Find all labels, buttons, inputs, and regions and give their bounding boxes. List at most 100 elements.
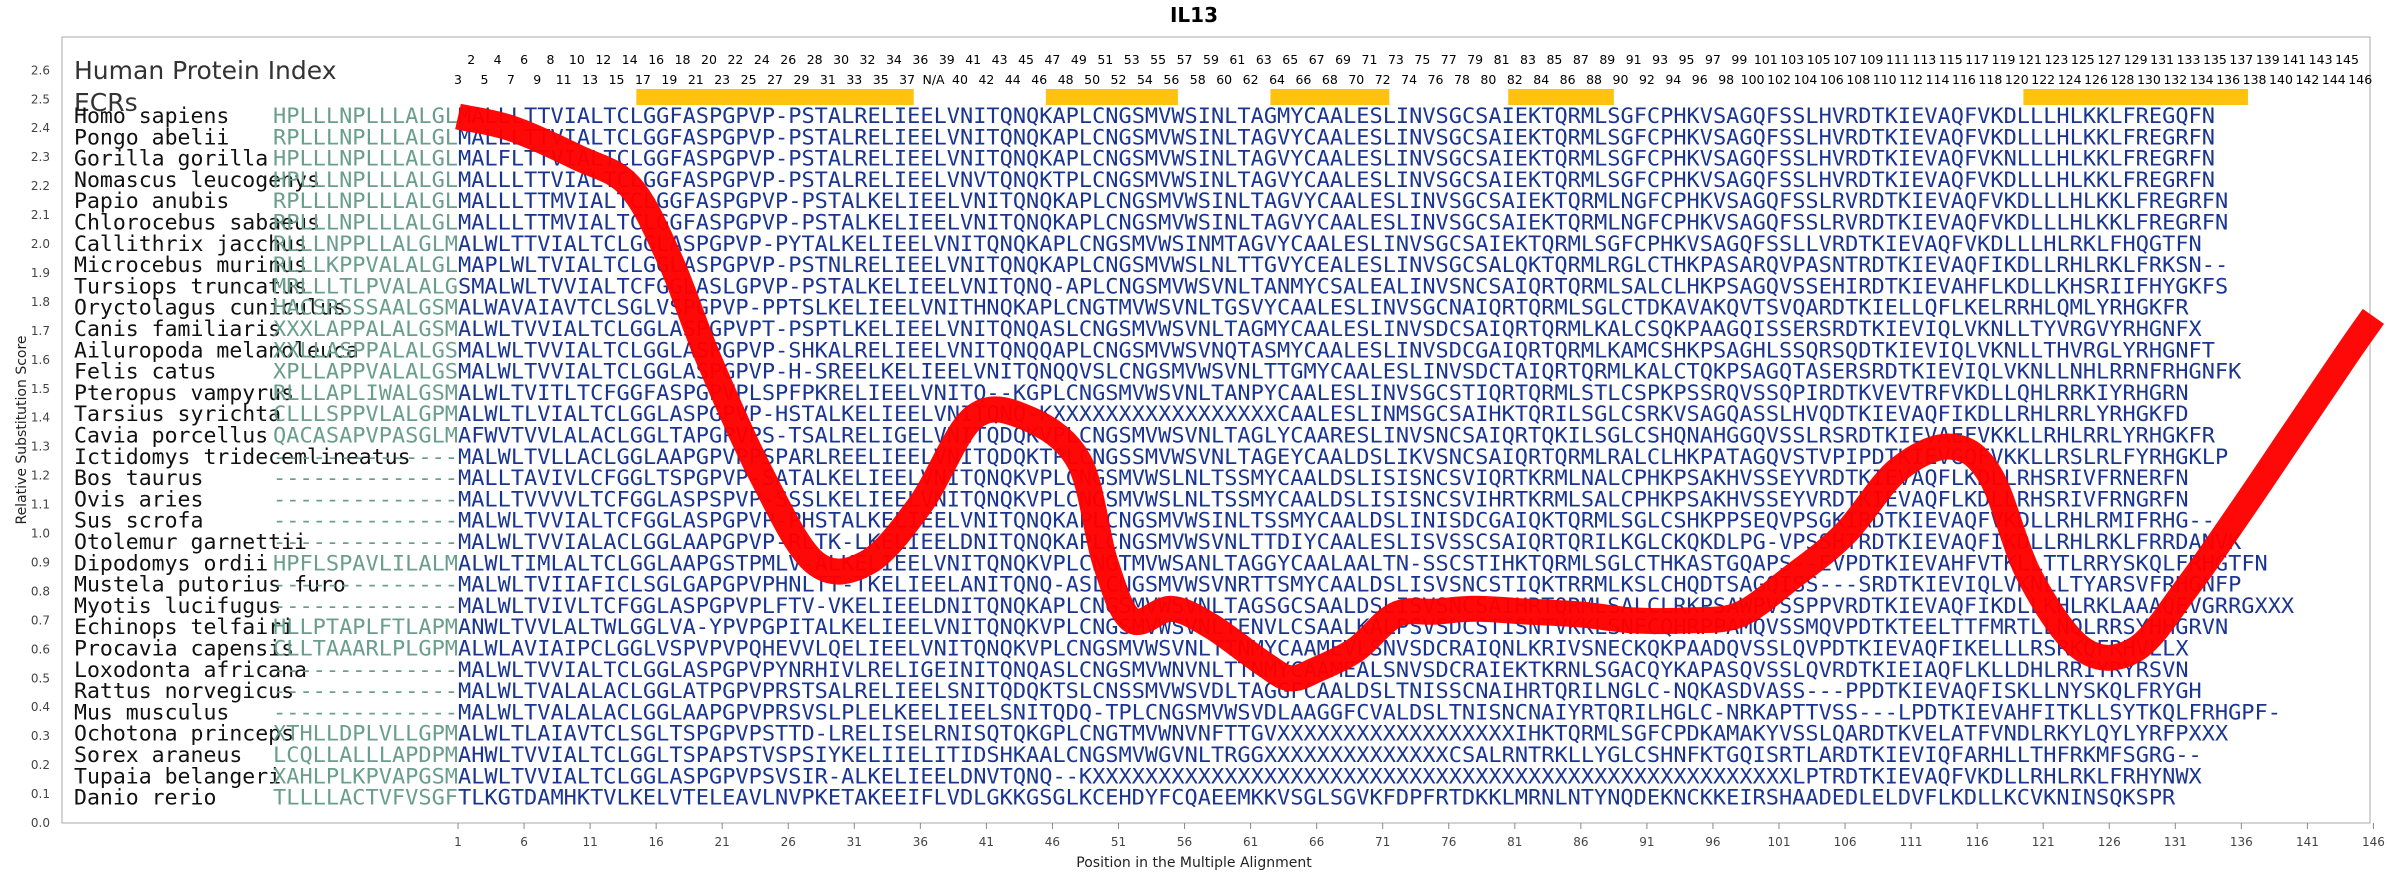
human-index-label: 15 [609,72,625,87]
human-index-label: 91 [1626,52,1642,67]
sequence-variable: XXXLAPPALALGSM [273,317,458,342]
human-index-label: 6 [520,52,528,67]
human-protein-index-label: Human Protein Index [74,56,337,85]
x-tick-label: 56 [1177,835,1192,849]
sequence-variable: XAHLPLKPVAPGSM [273,764,458,789]
sequence-conserved: AHWLTVVIALTCLGGLTSPAPSTVSPSIYKELIIELITID… [458,743,2202,768]
human-index-label: 115 [1939,52,1963,67]
human-index-label: 12 [595,52,611,67]
sequence-conserved: MALLLTTVIALTCLGGFASPGPVP-PSTALRELIEELVNI… [458,104,2215,129]
human-index-label: 40 [952,72,968,87]
sequence-variable: RPLLLNPLLLALGL [273,189,458,214]
human-index-label: 85 [1546,52,1562,67]
human-index-label: 41 [965,52,981,67]
sequence-variable: CLLLSPPVLALGPM [273,402,458,427]
sequence-conserved: MALWLTVVIALACLGGLAAPGPVP-RLTK-LKELIEELDN… [458,530,2241,555]
species-name: Pteropus vampyrus [74,381,294,406]
human-index-label: 16 [648,52,664,67]
human-index-label: 54 [1137,72,1153,87]
human-index-label: 44 [1005,72,1021,87]
sequence-variable: -------------- [273,509,458,534]
human-index-label: 99 [1731,52,1747,67]
human-index-label: 131 [2150,52,2174,67]
species-name: Loxodonta africana [74,658,307,683]
y-tick-label: 2.5 [31,92,50,106]
sequence-variable: TLLLLACTVFVSGF [273,786,458,811]
sequence-row: -------------- MALWLTVVIALACLGGLAAPGPVP-R… [273,530,2241,555]
species-name: Sus scrofa [74,509,203,534]
human-index-label: 56 [1163,72,1179,87]
sequence-conserved: ALWLTVVIALTCLGGLASPGPVPSVSIR-ALKELIEELDN… [458,764,2202,789]
ecr-bar [1045,89,1178,105]
species-name: Rattus norvegicus [74,679,294,704]
human-index-label: 8 [546,52,554,67]
x-tick-label: 46 [1045,835,1060,849]
human-index-label: 80 [1480,72,1496,87]
sequence-variable: RLLLAPLIWALGSM [273,381,458,406]
human-index-label: 106 [1820,72,1844,87]
human-index-label: 13 [582,72,598,87]
human-index-label: 126 [2084,72,2108,87]
human-index-label: 90 [1613,72,1629,87]
human-index-label: 136 [2216,72,2240,87]
human-index-label: 117 [1965,52,1989,67]
x-tick-label: 61 [1243,835,1258,849]
sequence-variable: -------------- [273,658,458,683]
sequence-conserved: MALLLTTMVIALTCLGGFASPGPVP-PSTALKELIEELVN… [458,211,2228,236]
species-name: Microcebus murinus [74,253,307,278]
human-index-label: 10 [569,52,585,67]
species-name: Ailuropoda melanoleuca [74,338,359,363]
sequence-row: XTHLLDPLVLLGPM ALWLTLAIAVTCLSGLTSPGPVPSTT… [273,722,2228,747]
sequence-conserved: MALWLTVVIALTCLGGLASPGPVP-SHKALRELIEELVNI… [458,338,2215,363]
human-index-label: 35 [873,72,889,87]
human-index-label: 77 [1441,52,1457,67]
species-name: Tupaia belangeri [74,764,281,789]
sequence-conserved: MALLLTTVIALTCLGGFASPGPVP-PSTALRELIEELVNI… [458,125,2215,150]
y-tick-label: 2.3 [31,150,50,164]
human-index-label: 59 [1203,52,1219,67]
x-tick-label: 21 [715,835,730,849]
sequence-row: -------------- MALWLTVALALACLGGLAAPGPVPRS… [273,700,2281,725]
sequence-variable: -------------- [273,700,458,725]
human-index-label: 43 [992,52,1008,67]
human-index-label: 89 [1599,52,1615,67]
species-name: Gorilla gorilla [74,147,268,172]
ecrs-label: ECRs [74,88,138,117]
human-index-label: 42 [978,72,994,87]
human-index-label: 141 [2282,52,2306,67]
sequence-variable: RPLLLNPLLLALGL [273,211,458,236]
human-index-label: 79 [1467,52,1483,67]
human-index-label: 46 [1031,72,1047,87]
human-index-label: 118 [1978,72,2002,87]
human-index-label: 37 [899,72,915,87]
human-index-label: 21 [688,72,704,87]
human-index-label: 58 [1190,72,1206,87]
y-tick-label: 0.8 [31,584,50,598]
x-tick-label: 121 [2032,835,2055,849]
sequence-variable: HACSRSSSAALGSM [273,296,458,321]
human-index-label: 104 [1793,72,1817,87]
human-index-label: 127 [2097,52,2121,67]
human-index-label: 86 [1560,72,1576,87]
human-index-label: 83 [1520,52,1536,67]
y-tick-label: 2.2 [31,179,50,193]
species-name: Tarsius syrichta [74,402,281,427]
human-index-label: 116 [1952,72,1976,87]
sequence-row: MRLLLTLPVALALG SMALWLTVVIALTCFGGLASLGPVP-… [273,274,2228,299]
human-index-label: 124 [2058,72,2082,87]
x-tick-label: 11 [582,835,597,849]
ecr-bars [636,89,2248,105]
human-index-label: 82 [1507,72,1523,87]
sequence-variable: RPLLLNPLLLALGL [273,125,458,150]
substitution-curve [455,103,2385,692]
sequence-variable: HPLLLNPLLLALGL [273,104,458,129]
sequence-variable: MRLLLTLPVALALG [273,274,458,299]
species-name: Otolemur garnettii [74,530,307,555]
x-axis-label: Position in the Multiple Alignment [1076,855,1312,871]
species-name: Sorex araneus [74,743,242,768]
human-index-label: 14 [622,52,638,67]
human-index-label: 128 [2111,72,2135,87]
x-tick-label: 91 [1639,835,1654,849]
sequence-variable: QACASAPVPASGLM [273,424,458,449]
